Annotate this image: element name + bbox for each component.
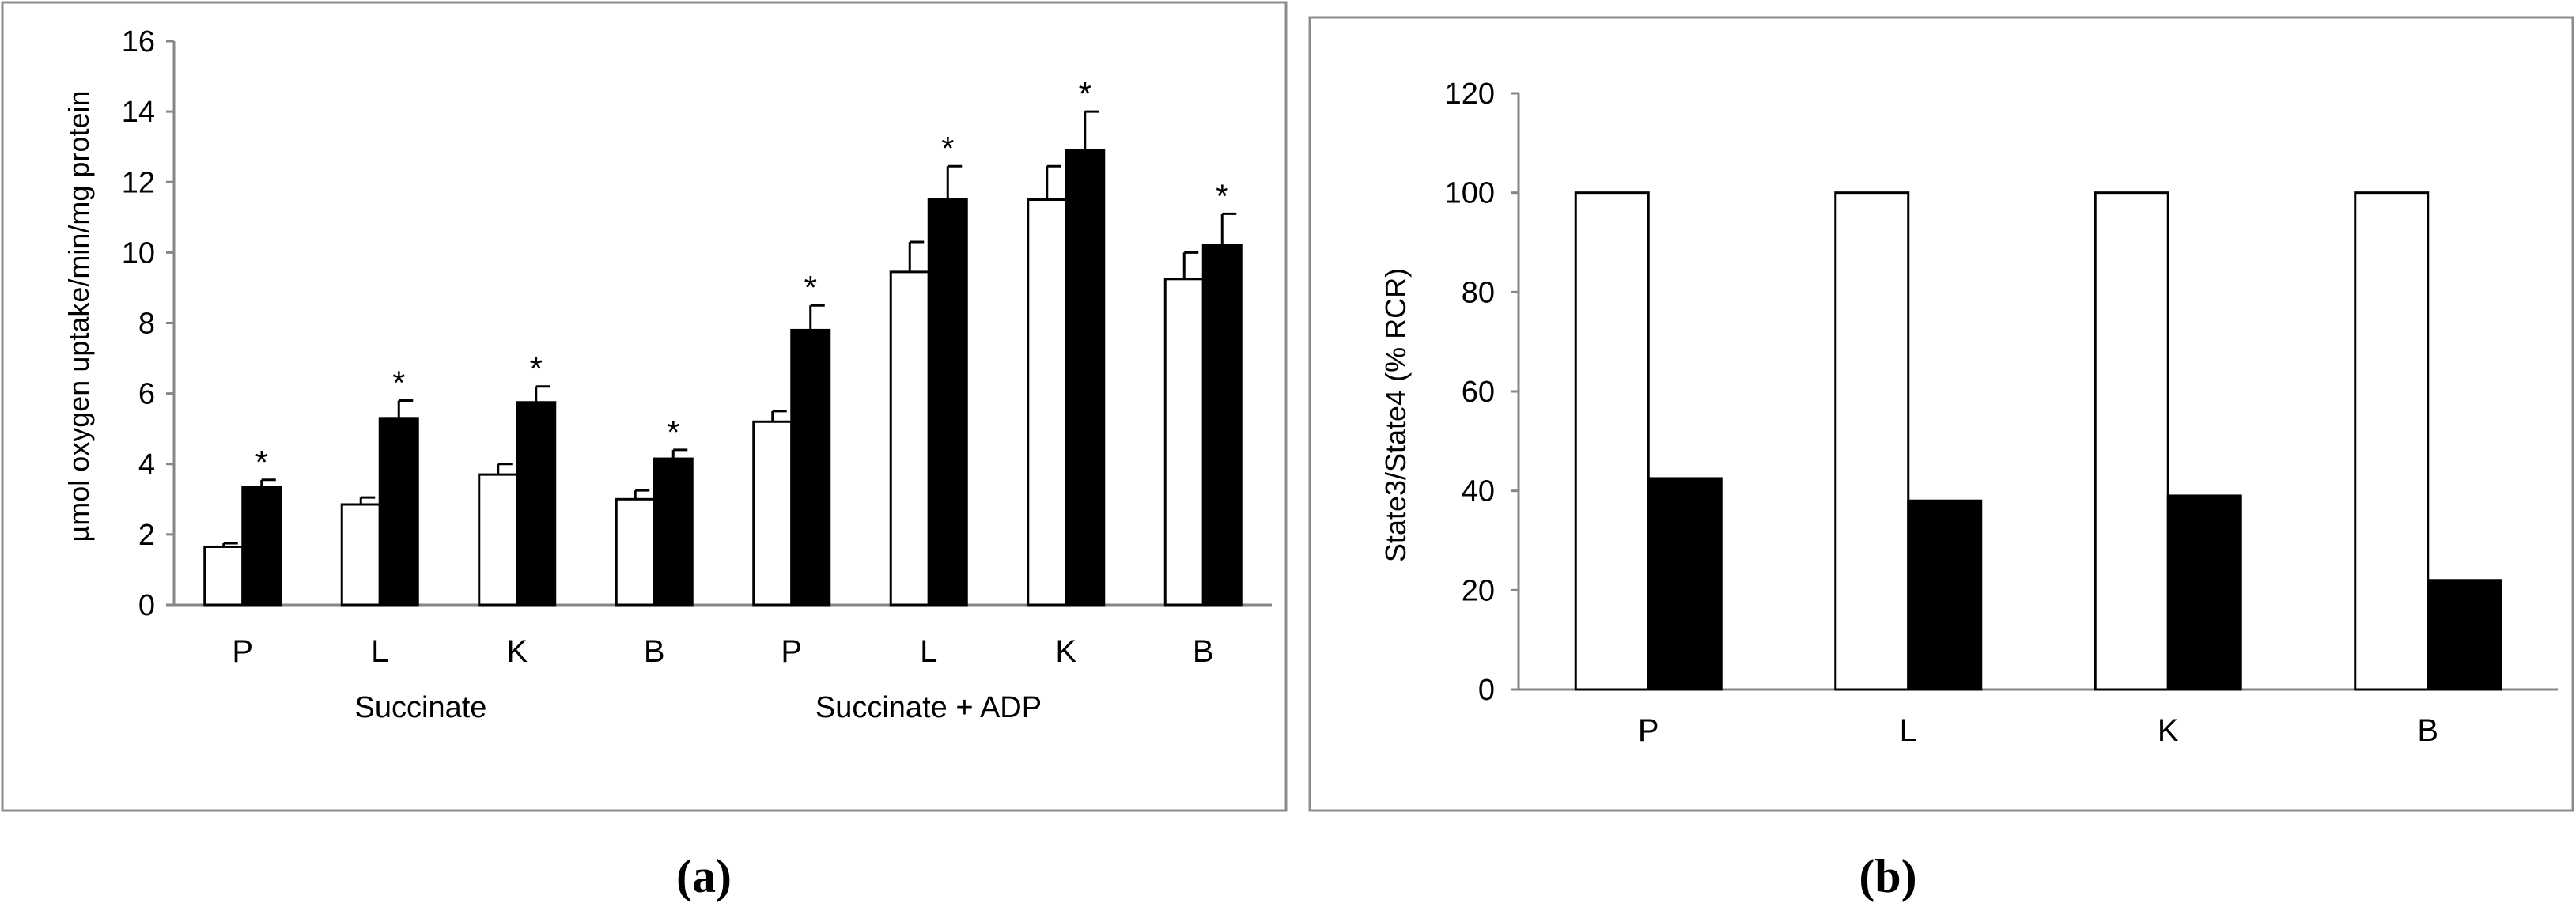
category-label: B <box>2417 713 2438 748</box>
significance-marker: * <box>1079 75 1091 112</box>
significance-marker: * <box>1216 177 1228 214</box>
category-label: P <box>232 634 253 669</box>
bar-solid-b <box>1201 244 1243 607</box>
significance-marker: * <box>255 444 268 481</box>
category-label: P <box>781 634 802 669</box>
category-label: L <box>371 634 388 669</box>
significance-marker: * <box>392 365 405 402</box>
group-label-succinate-adp: Succinate + ADP <box>815 691 1042 724</box>
bar-solid-b <box>2427 579 2502 691</box>
category-label: K <box>506 634 528 669</box>
y-tick-label: 0 <box>1478 674 1495 707</box>
panel-b-y-ticks: 0 20 40 60 80 100 120 <box>1445 77 1519 707</box>
bar-solid-k <box>516 401 557 607</box>
bar-open-p <box>203 545 244 607</box>
panel-a: 0 2 4 6 8 10 12 14 16 * * * * * * * * P L K B P L K B Succinat… <box>1 1 1288 812</box>
category-label: P <box>1638 713 1659 748</box>
bar-open-k <box>1027 198 1068 607</box>
significance-marker: * <box>804 269 817 306</box>
bar-solid-p <box>790 328 831 607</box>
category-label: B <box>644 634 665 669</box>
significance-marker: * <box>530 350 543 387</box>
y-tick-label: 100 <box>1445 177 1495 210</box>
bar-solid-b <box>653 457 694 607</box>
bar-open-b <box>615 497 656 607</box>
bar-open-b <box>2354 191 2430 691</box>
panel-a-bars: * * * * * * * * <box>203 75 1243 607</box>
caption-a: (a) <box>676 850 732 902</box>
y-tick-label: 4 <box>138 448 155 482</box>
y-tick-label: 60 <box>1462 376 1495 409</box>
panel-b-y-axis-title: State3/State4 (% RCR) <box>1379 268 1412 562</box>
y-tick-label: 16 <box>122 25 155 59</box>
panel-a-y-axis-title: µmol oxygen uptake/min/mg protein <box>62 90 95 542</box>
y-tick-label: 2 <box>138 519 155 552</box>
bar-open-k <box>478 473 519 607</box>
caption-b: (b) <box>1859 850 1916 902</box>
bar-solid-p <box>241 486 282 607</box>
y-tick-label: 20 <box>1462 574 1495 607</box>
category-label: L <box>1900 713 1917 748</box>
category-label: L <box>920 634 937 669</box>
y-tick-label: 40 <box>1462 475 1495 508</box>
bar-open-k <box>2094 191 2169 691</box>
bar-solid-l <box>378 417 419 607</box>
significance-marker: * <box>667 414 679 451</box>
panel-b: 0 20 40 60 80 100 120 P L K B State3/State4 (% RC… <box>1308 16 2574 812</box>
y-tick-label: 12 <box>122 166 155 199</box>
bar-solid-l <box>1907 499 1983 691</box>
y-tick-label: 120 <box>1445 77 1495 111</box>
significance-marker: * <box>941 130 954 167</box>
y-tick-label: 0 <box>138 589 155 622</box>
y-tick-label: 6 <box>138 378 155 411</box>
bar-open-l <box>1834 191 1910 691</box>
bar-solid-p <box>1647 477 1723 691</box>
bar-open-p <box>1574 191 1650 691</box>
panel-a-y-ticks: 0 2 4 6 8 10 12 14 16 <box>122 25 174 622</box>
bar-open-b <box>1163 278 1205 607</box>
category-label: K <box>1055 634 1076 669</box>
category-label: B <box>1193 634 1214 669</box>
panel-b-bars <box>1574 191 2502 691</box>
bar-solid-k <box>2166 494 2242 691</box>
bar-solid-l <box>927 198 968 607</box>
y-tick-label: 8 <box>138 308 155 341</box>
bar-solid-k <box>1065 149 1106 607</box>
y-tick-label: 10 <box>122 236 155 270</box>
category-label: K <box>2158 713 2179 748</box>
y-tick-label: 14 <box>122 96 155 129</box>
group-label-succinate: Succinate <box>355 691 487 724</box>
bar-open-p <box>752 420 793 607</box>
bar-open-l <box>889 270 930 607</box>
bar-open-l <box>340 503 381 607</box>
y-tick-label: 80 <box>1462 276 1495 309</box>
